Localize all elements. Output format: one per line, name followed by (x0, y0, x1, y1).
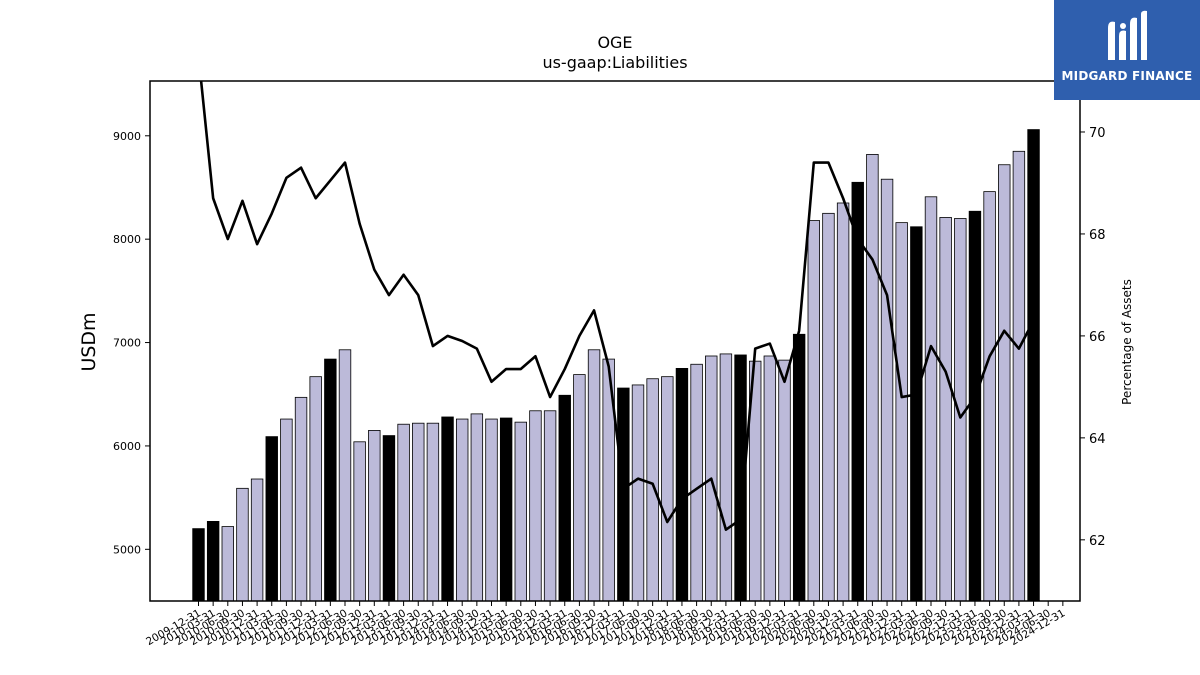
bar (631, 384, 645, 602)
bar (441, 416, 454, 602)
bar (353, 441, 366, 602)
y-tick-label: 9000 (113, 130, 141, 143)
bar (470, 413, 484, 602)
y2-tick-label: 64 (1089, 432, 1106, 447)
y2-tick-label: 66 (1089, 330, 1106, 345)
bar (822, 212, 835, 602)
bar (543, 410, 557, 602)
y2-tick-label: 68 (1089, 228, 1106, 243)
bar (646, 378, 659, 602)
bar (499, 417, 513, 602)
y-axis-label: USDm (78, 312, 100, 371)
logo-mark-icon (1108, 10, 1147, 61)
y-tick-label: 6000 (113, 440, 141, 453)
y2-tick-label: 70 (1089, 126, 1106, 141)
bar (221, 526, 235, 602)
bar (968, 210, 982, 602)
bar (675, 367, 689, 602)
bar (412, 422, 425, 602)
bar (998, 164, 1011, 602)
bar (485, 418, 498, 602)
y2-axis-label: Percentage of Assets (1120, 279, 1134, 405)
bar (236, 487, 249, 602)
axes-group: 5000600070008000900062646668702009-12-31… (113, 80, 1106, 648)
bar (206, 521, 220, 602)
bar (455, 418, 469, 602)
bar (983, 191, 996, 602)
brand-logo: MIDGARD FINANCE (1054, 0, 1200, 100)
bar (265, 436, 278, 602)
bar (426, 422, 440, 602)
plot-frame (149, 80, 1081, 602)
bar (514, 421, 528, 602)
bar (587, 349, 601, 602)
bar (895, 222, 908, 602)
bar (324, 358, 337, 602)
bar (280, 418, 293, 602)
bar (910, 226, 923, 602)
y2-tick-label: 62 (1089, 534, 1106, 549)
bar (558, 394, 571, 602)
bar (192, 528, 205, 602)
line-group (199, 81, 1035, 531)
bar (250, 478, 264, 602)
bar (661, 376, 674, 602)
bar (338, 349, 352, 602)
percentage-line (199, 81, 1035, 531)
bar (382, 435, 396, 602)
bar (529, 410, 542, 602)
bar (309, 376, 322, 602)
bar (690, 363, 703, 602)
logo-text: MIDGARD FINANCE (1061, 69, 1193, 83)
bar (368, 430, 381, 602)
chart-title: OGE (597, 33, 632, 52)
bar (792, 333, 806, 602)
bar (1027, 129, 1040, 602)
y-tick-label: 5000 (113, 543, 141, 556)
bar (836, 202, 850, 602)
bar (866, 153, 879, 602)
bar (807, 220, 821, 602)
bar (924, 196, 938, 602)
bar (294, 396, 308, 602)
bar (1012, 150, 1026, 602)
y-tick-label: 7000 (113, 337, 141, 350)
bar (573, 374, 586, 602)
bars-group (192, 129, 1040, 602)
bar (778, 359, 791, 602)
bar (397, 423, 410, 602)
chart-subtitle: us-gaap:Liabilities (542, 53, 687, 72)
bar (939, 217, 952, 602)
bar (763, 355, 777, 602)
bar (719, 353, 733, 602)
y-tick-label: 8000 (113, 233, 141, 246)
bar (880, 178, 894, 602)
bar (617, 387, 630, 602)
